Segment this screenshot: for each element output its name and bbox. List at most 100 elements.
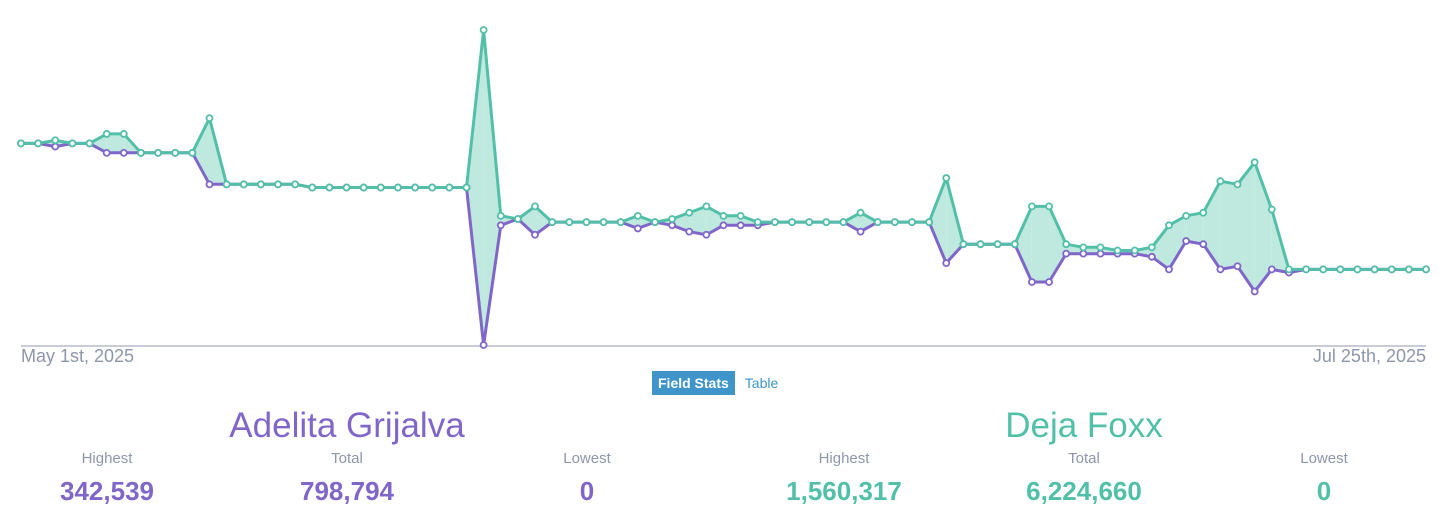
data-point-deja-foxx <box>959 240 968 249</box>
data-point-adelita-grijalva <box>531 230 539 239</box>
comparison-area-chart <box>17 26 1430 349</box>
data-point-deja-foxx <box>17 139 25 148</box>
stat-value: 1,560,317 <box>786 476 902 506</box>
tab-table[interactable]: Table <box>744 375 779 391</box>
data-point-deja-foxx <box>376 183 385 192</box>
data-point-adelita-grijalva <box>51 142 60 151</box>
data-point-deja-foxx <box>1319 265 1328 274</box>
data-point-adelita-grijalva <box>736 221 745 230</box>
data-point-adelita-grijalva <box>1028 278 1036 286</box>
stat-value: 0 <box>579 476 595 506</box>
data-point-deja-foxx <box>839 218 848 227</box>
data-point-deja-foxx <box>1353 265 1362 274</box>
data-point-deja-foxx <box>119 130 128 138</box>
data-point-deja-foxx <box>805 218 814 227</box>
data-point-deja-foxx <box>771 218 779 227</box>
data-point-deja-foxx <box>171 148 180 157</box>
data-point-adelita-grijalva <box>102 148 111 157</box>
candidate-b-name: Deja Foxx <box>1005 406 1163 445</box>
data-point-deja-foxx <box>428 183 437 192</box>
data-point-adelita-grijalva <box>856 227 865 236</box>
data-point-deja-foxx <box>633 211 642 220</box>
x-axis-start-label: May 1st, 2025 <box>21 346 135 366</box>
data-point-deja-foxx <box>1113 246 1122 255</box>
data-point-deja-foxx <box>1404 265 1413 274</box>
data-point-deja-foxx <box>1096 243 1105 252</box>
data-point-deja-foxx <box>496 211 505 220</box>
data-point-deja-foxx <box>1130 246 1139 255</box>
data-point-adelita-grijalva <box>1267 265 1276 274</box>
difference-fill <box>929 178 947 264</box>
data-point-deja-foxx <box>1422 265 1430 274</box>
stat-label: Highest <box>818 450 870 467</box>
data-point-deja-foxx <box>736 211 745 220</box>
data-point-deja-foxx <box>188 148 197 157</box>
data-point-deja-foxx <box>942 174 951 182</box>
data-point-deja-foxx <box>411 183 419 192</box>
data-point-deja-foxx <box>1079 243 1088 252</box>
data-point-deja-foxx <box>85 139 94 148</box>
stat-label: Total <box>331 450 363 467</box>
data-point-deja-foxx <box>205 114 214 123</box>
data-point-adelita-grijalva <box>1182 237 1191 245</box>
difference-fill <box>483 30 501 345</box>
data-point-deja-foxx <box>1233 180 1242 189</box>
data-point-deja-foxx <box>788 218 796 227</box>
data-point-deja-foxx <box>856 208 865 217</box>
data-point-deja-foxx <box>890 218 899 227</box>
difference-fill <box>1049 206 1067 282</box>
data-point-deja-foxx <box>908 218 916 227</box>
data-point-adelita-grijalva <box>633 224 642 233</box>
data-point-adelita-grijalva <box>1199 240 1208 249</box>
difference-fill <box>1186 212 1204 245</box>
data-point-adelita-grijalva <box>1165 265 1173 274</box>
stat-label: Total <box>1068 450 1100 467</box>
data-point-deja-foxx <box>1250 158 1259 167</box>
stat-value: 0 <box>1316 476 1332 506</box>
difference-fill <box>517 206 536 235</box>
data-point-deja-foxx <box>222 180 231 189</box>
data-point-deja-foxx <box>582 218 591 227</box>
difference-fill <box>1237 162 1255 292</box>
data-point-adelita-grijalva <box>1079 249 1088 258</box>
data-point-deja-foxx <box>1147 243 1156 252</box>
difference-fill <box>1031 206 1050 282</box>
data-point-deja-foxx <box>1010 240 1019 249</box>
view-tabs: Field Stats Table <box>652 371 784 395</box>
x-axis-end-label: Jul 25th, 2025 <box>1312 346 1426 366</box>
data-point-adelita-grijalva <box>1250 287 1259 296</box>
data-point-deja-foxx <box>68 139 77 148</box>
data-point-adelita-grijalva <box>479 341 488 349</box>
data-point-deja-foxx <box>873 218 882 227</box>
data-point-adelita-grijalva <box>685 227 694 236</box>
stat-label: Lowest <box>1300 450 1348 467</box>
stat-value: 798,794 <box>300 476 394 506</box>
stat-label: Highest <box>81 450 133 467</box>
difference-fill <box>860 212 878 232</box>
data-point-deja-foxx <box>1028 202 1036 211</box>
data-point-deja-foxx <box>976 240 985 249</box>
data-point-deja-foxx <box>34 139 43 148</box>
tab-field-stats[interactable]: Field Stats <box>652 371 735 395</box>
difference-fill <box>106 133 124 153</box>
difference-fill <box>1168 215 1187 270</box>
data-point-deja-foxx <box>462 183 471 192</box>
data-point-adelita-grijalva <box>942 259 951 268</box>
data-point-deja-foxx <box>256 180 265 189</box>
data-point-adelita-grijalva <box>1096 249 1105 258</box>
data-point-deja-foxx <box>291 180 300 189</box>
data-point-adelita-grijalva <box>1147 252 1156 261</box>
data-point-deja-foxx <box>1370 265 1379 274</box>
difference-fill <box>843 212 861 232</box>
candidate-a-name: Adelita Grijalva <box>229 406 465 445</box>
data-point-deja-foxx <box>925 218 934 227</box>
difference-fill <box>723 215 741 226</box>
difference-fill <box>1014 206 1032 282</box>
difference-fill <box>89 133 107 153</box>
data-point-deja-foxx <box>651 218 659 227</box>
data-point-adelita-grijalva <box>119 148 128 157</box>
data-point-adelita-grijalva <box>719 221 728 230</box>
data-point-deja-foxx <box>1062 240 1071 249</box>
data-point-deja-foxx <box>1302 265 1310 274</box>
stat-label: Lowest <box>563 450 611 467</box>
